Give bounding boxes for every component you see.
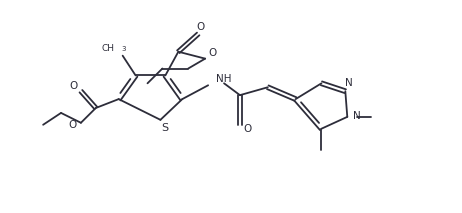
Text: CH: CH <box>102 44 115 53</box>
Text: 3: 3 <box>122 46 126 52</box>
Text: O: O <box>196 22 204 32</box>
Text: O: O <box>208 48 216 58</box>
Text: O: O <box>69 120 77 130</box>
Text: O: O <box>70 81 78 91</box>
Text: S: S <box>161 123 168 133</box>
Text: NH: NH <box>216 74 231 84</box>
Text: O: O <box>244 124 252 134</box>
Text: N: N <box>353 111 361 121</box>
Text: N: N <box>346 78 353 88</box>
